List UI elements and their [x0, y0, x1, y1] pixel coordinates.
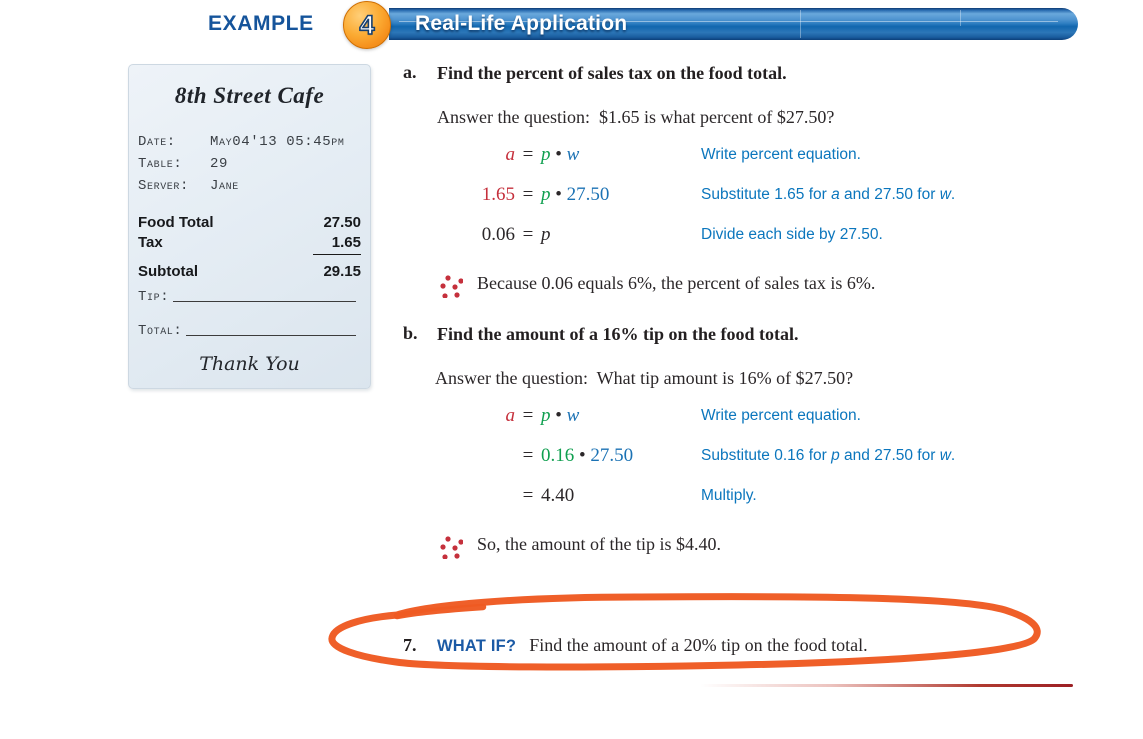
part-a-letter: a. [403, 62, 417, 82]
receipt-total-row: Total: [138, 323, 356, 339]
var-p: p [541, 144, 551, 165]
example-label: EXAMPLE [208, 12, 314, 35]
banner-separator-line [960, 10, 961, 26]
what-if-label: WHAT IF? [437, 637, 517, 655]
part-b-conclusion: So, the amount of the tip is $4.40. [437, 531, 721, 559]
part-b-letter: b. [403, 323, 418, 343]
receipt-table-row: Table: 29 [138, 153, 364, 175]
banner-title: Real-Life Application [415, 12, 628, 35]
receipt-food-total-row: Food Total 27.50 [138, 213, 361, 233]
dot-operator: • [574, 445, 591, 466]
value-165: 1.65 [481, 184, 515, 205]
part-b-conclusion-text: So, the amount of the tip is $4.40. [477, 534, 721, 554]
receipt-tax-label: Tax [138, 234, 163, 251]
var-a: a [505, 405, 516, 426]
receipt-subtotal-value: 29.15 [323, 263, 361, 280]
receipt-food-total-label: Food Total [138, 214, 214, 231]
var-p: p [541, 184, 551, 205]
value-440: 4.40 [541, 485, 575, 506]
receipt-date-label: Date: [138, 134, 176, 150]
receipt-table-label: Table: [138, 156, 183, 172]
receipt-subtotal-row: Subtotal 29.15 [138, 262, 361, 282]
var-p: p [541, 224, 551, 245]
equation-a-row-2: 1.65 = p • 27.50 Substitute 1.65 for a a… [437, 180, 1078, 210]
receipt-date-row: Date: May04'13 05:45pm [138, 131, 364, 153]
value-2750: 27.50 [566, 184, 610, 205]
part-a-conclusion-text: Because 0.06 equals 6%, the percent of s… [477, 273, 876, 293]
empty-lhs [437, 481, 515, 511]
equals-sign: = [522, 405, 534, 426]
var-w: w [566, 405, 580, 426]
receipt-total-label: Total: [138, 323, 183, 339]
bottom-rule-line [700, 684, 1073, 687]
var-p: p [541, 405, 551, 426]
dot-operator: • [550, 144, 567, 165]
equals-sign: = [522, 144, 534, 165]
equation-b-row-3: = 4.40 Multiply. [437, 481, 1078, 511]
receipt-subtotal-label: Subtotal [138, 263, 198, 280]
part-a-conclusion: Because 0.06 equals 6%, the percent of s… [437, 270, 875, 298]
receipt-server-value: Jane [210, 178, 239, 194]
receipt-tip-label: Tip: [138, 289, 170, 305]
receipt-tax-value: 1.65 [313, 233, 361, 255]
example-number-badge: 4 [343, 1, 391, 49]
therefore-dots-icon [440, 275, 463, 298]
value-016: 0.16 [541, 445, 575, 466]
receipt-tax-row: Tax 1.65 [138, 233, 361, 255]
part-b-answer-line: Answer the question: What tip amount is … [435, 368, 854, 388]
equation-comment: Write percent equation. [701, 146, 861, 163]
equation-comment: Multiply. [701, 487, 757, 504]
equals-sign: = [522, 485, 534, 506]
receipt-server-row: Server: Jane [138, 175, 364, 197]
therefore-dots-icon [440, 536, 463, 559]
question-7: 7. WHAT IF? Find the amount of a 20% tip… [403, 635, 868, 656]
equation-comment: Divide each side by 27.50. [701, 226, 883, 243]
equation-comment: Substitute 0.16 for p and 27.50 for w. [701, 447, 956, 464]
receipt-cafe-name: 8th Street Cafe [174, 83, 325, 108]
receipt-food-total-value: 27.50 [323, 214, 361, 231]
receipt-total-blank-line [186, 323, 356, 336]
value-006: 0.06 [481, 224, 515, 245]
banner-separator-line [800, 10, 801, 38]
equals-sign: = [522, 184, 534, 205]
receipt-thank-you: Thank You [199, 353, 300, 375]
var-a: a [505, 144, 516, 165]
equation-a-row-3: 0.06 = p Divide each side by 27.50. [437, 220, 1078, 250]
receipt-table-value: 29 [210, 156, 229, 172]
receipt-server-label: Server: [138, 178, 190, 194]
equation-a-row-1: a = p • w Write percent equation. [437, 140, 1078, 170]
empty-lhs [437, 441, 515, 471]
cafe-receipt: 8th Street Cafe Date: May04'13 05:45pm T… [128, 64, 371, 389]
equation-b-row-1: a = p • w Write percent equation. [437, 401, 1078, 431]
receipt-tip-row: Tip: [138, 289, 356, 305]
part-b-heading: Find the amount of a 16% tip on the food… [437, 324, 799, 344]
equation-comment: Write percent equation. [701, 407, 861, 424]
banner-gloss-line [399, 21, 1058, 22]
part-a-answer-line: Answer the question: $1.65 is what perce… [437, 107, 835, 127]
receipt-meta: Date: May04'13 05:45pm Table: 29 Server:… [138, 131, 364, 197]
equation-b-row-2: = 0.16 • 27.50 Substitute 0.16 for p and… [437, 441, 1078, 471]
title-banner: Real-Life Application [389, 8, 1078, 40]
receipt-tip-blank-line [173, 289, 356, 302]
question-text: Find the amount of a 20% tip on the food… [529, 635, 868, 655]
dot-operator: • [550, 184, 567, 205]
dot-operator: • [550, 405, 567, 426]
value-2750: 27.50 [590, 445, 634, 466]
receipt-totals: Food Total 27.50 Tax 1.65 Subtotal 29.15 [138, 213, 361, 282]
equals-sign: = [522, 224, 534, 245]
var-w: w [566, 144, 580, 165]
receipt-date-value: May04'13 05:45pm [210, 134, 345, 150]
equation-comment: Substitute 1.65 for a and 27.50 for w. [701, 186, 956, 203]
equals-sign: = [522, 445, 534, 466]
part-a-heading: Find the percent of sales tax on the foo… [437, 63, 787, 83]
question-number: 7. [403, 635, 417, 655]
